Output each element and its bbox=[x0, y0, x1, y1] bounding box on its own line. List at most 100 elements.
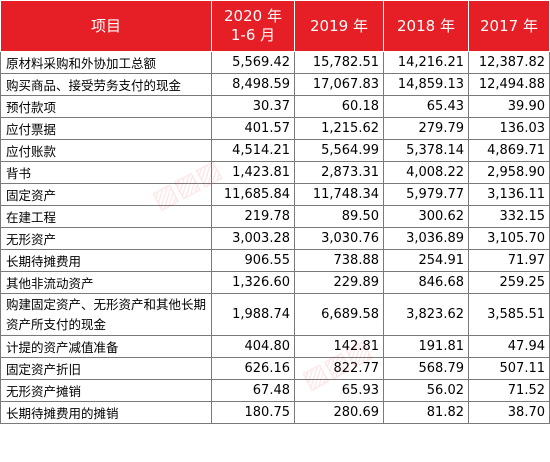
table-row: 购买商品、接受劳务支付的现金 8,498.59 17,067.83 14,859.13… bbox=[0, 73, 550, 96]
row-value: 81.82 bbox=[383, 401, 469, 424]
row-value: 71.97 bbox=[468, 249, 550, 272]
row-label: 长期待摊费用的摊销 bbox=[0, 401, 212, 424]
row-value: 254.91 bbox=[383, 249, 469, 272]
row-value: 12,494.88 bbox=[468, 73, 550, 96]
row-label: 长期待摊费用 bbox=[0, 249, 212, 272]
row-value: 17,067.83 bbox=[294, 73, 384, 96]
row-value: 8,498.59 bbox=[211, 73, 295, 96]
table-row: 在建工程 219.78 89.50 300.62 332.15 bbox=[0, 205, 550, 228]
row-value: 219.78 bbox=[211, 205, 295, 228]
row-value: 1,423.81 bbox=[211, 161, 295, 184]
row-label: 购买商品、接受劳务支付的现金 bbox=[0, 73, 212, 96]
table-row: 应付票据 401.57 1,215.62 279.79 136.03 bbox=[0, 117, 550, 140]
row-value: 6,689.58 bbox=[294, 293, 384, 336]
row-value: 332.15 bbox=[468, 205, 550, 228]
row-value: 3,823.62 bbox=[383, 293, 469, 336]
table-row: 固定资产折旧 626.16 822.77 568.79 507.11 bbox=[0, 357, 550, 380]
row-value: 401.57 bbox=[211, 117, 295, 140]
header-2019: 2019 年 bbox=[294, 0, 384, 52]
table-row: 计提的资产减值准备 404.80 142.81 191.81 47.94 bbox=[0, 335, 550, 358]
table-row: 原材料采购和外协加工总额 5,569.42 15,782.51 14,216.21 12… bbox=[0, 51, 550, 74]
row-value: 229.89 bbox=[294, 271, 384, 294]
row-value: 65.43 bbox=[383, 95, 469, 118]
row-value: 279.79 bbox=[383, 117, 469, 140]
row-value: 1,326.60 bbox=[211, 271, 295, 294]
row-value: 65.93 bbox=[294, 379, 384, 402]
row-value: 30.37 bbox=[211, 95, 295, 118]
row-value: 5,378.14 bbox=[383, 139, 469, 162]
row-value: 136.03 bbox=[468, 117, 550, 140]
row-value: 507.11 bbox=[468, 357, 550, 380]
row-value: 3,030.76 bbox=[294, 227, 384, 250]
row-value: 2,958.90 bbox=[468, 161, 550, 184]
row-value: 5,979.77 bbox=[383, 183, 469, 206]
table-row: 无形资产 3,003.28 3,030.76 3,036.89 3,105.70 bbox=[0, 227, 550, 250]
row-value: 3,136.11 bbox=[468, 183, 550, 206]
row-value: 60.18 bbox=[294, 95, 384, 118]
row-value: 300.62 bbox=[383, 205, 469, 228]
table-row: 固定资产 11,685.84 11,748.34 5,979.77 3,136.11 bbox=[0, 183, 550, 206]
header-item: 项目 bbox=[0, 0, 212, 52]
row-value: 906.55 bbox=[211, 249, 295, 272]
table-row: 其他非流动资产 1,326.60 229.89 846.68 259.25 bbox=[0, 271, 550, 294]
table-row: 应付账款 4,514.21 5,564.99 5,378.14 4,869.71 bbox=[0, 139, 550, 162]
table-row: 背书 1,423.81 2,873.31 4,008.22 2,958.90 bbox=[0, 161, 550, 184]
row-label: 计提的资产减值准备 bbox=[0, 335, 212, 358]
row-label: 固定资产折旧 bbox=[0, 357, 212, 380]
header-2020h1: 2020 年 1-6 月 bbox=[211, 0, 295, 52]
row-value: 71.52 bbox=[468, 379, 550, 402]
row-value: 56.02 bbox=[383, 379, 469, 402]
row-value: 626.16 bbox=[211, 357, 295, 380]
row-value: 180.75 bbox=[211, 401, 295, 424]
row-label: 应付账款 bbox=[0, 139, 212, 162]
row-label: 购建固定资产、无形资产和其他长期资产所支付的现金 bbox=[0, 293, 212, 336]
row-value: 5,569.42 bbox=[211, 51, 295, 74]
row-label: 原材料采购和外协加工总额 bbox=[0, 51, 212, 74]
row-value: 3,105.70 bbox=[468, 227, 550, 250]
row-value: 67.48 bbox=[211, 379, 295, 402]
row-label: 其他非流动资产 bbox=[0, 271, 212, 294]
row-value: 12,387.82 bbox=[468, 51, 550, 74]
header-2018: 2018 年 bbox=[383, 0, 469, 52]
table-row: 长期待摊费用的摊销 180.75 280.69 81.82 38.70 bbox=[0, 401, 550, 424]
table-row: 购建固定资产、无形资产和其他长期资产所支付的现金 1,988.74 6,689.58… bbox=[0, 293, 550, 336]
table-row: 无形资产摊销 67.48 65.93 56.02 71.52 bbox=[0, 379, 550, 402]
row-value: 3,036.89 bbox=[383, 227, 469, 250]
row-value: 1,215.62 bbox=[294, 117, 384, 140]
row-value: 5,564.99 bbox=[294, 139, 384, 162]
header-2017: 2017 年 bbox=[468, 0, 550, 52]
row-value: 568.79 bbox=[383, 357, 469, 380]
row-value: 4,008.22 bbox=[383, 161, 469, 184]
row-value: 404.80 bbox=[211, 335, 295, 358]
financial-table: 项目 2020 年 1-6 月 2019 年 2018 年 2017 年 原材料… bbox=[0, 0, 550, 424]
row-label: 应付票据 bbox=[0, 117, 212, 140]
row-value: 1,988.74 bbox=[211, 293, 295, 336]
row-label: 背书 bbox=[0, 161, 212, 184]
row-value: 47.94 bbox=[468, 335, 550, 358]
table-row: 长期待摊费用 906.55 738.88 254.91 71.97 bbox=[0, 249, 550, 272]
row-value: 259.25 bbox=[468, 271, 550, 294]
row-value: 4,869.71 bbox=[468, 139, 550, 162]
row-value: 738.88 bbox=[294, 249, 384, 272]
row-value: 39.90 bbox=[468, 95, 550, 118]
row-label: 预付款项 bbox=[0, 95, 212, 118]
row-value: 11,748.34 bbox=[294, 183, 384, 206]
row-value: 191.81 bbox=[383, 335, 469, 358]
row-value: 846.68 bbox=[383, 271, 469, 294]
row-value: 3,003.28 bbox=[211, 227, 295, 250]
row-value: 14,216.21 bbox=[383, 51, 469, 74]
row-value: 14,859.13 bbox=[383, 73, 469, 96]
row-label: 固定资产 bbox=[0, 183, 212, 206]
row-label: 无形资产 bbox=[0, 227, 212, 250]
row-value: 4,514.21 bbox=[211, 139, 295, 162]
row-value: 280.69 bbox=[294, 401, 384, 424]
row-value: 822.77 bbox=[294, 357, 384, 380]
row-label: 在建工程 bbox=[0, 205, 212, 228]
row-value: 3,585.51 bbox=[468, 293, 550, 336]
table-row: 预付款项 30.37 60.18 65.43 39.90 bbox=[0, 95, 550, 118]
row-value: 89.50 bbox=[294, 205, 384, 228]
row-label: 无形资产摊销 bbox=[0, 379, 212, 402]
table-header-row: 项目 2020 年 1-6 月 2019 年 2018 年 2017 年 bbox=[0, 0, 550, 52]
row-value: 15,782.51 bbox=[294, 51, 384, 74]
